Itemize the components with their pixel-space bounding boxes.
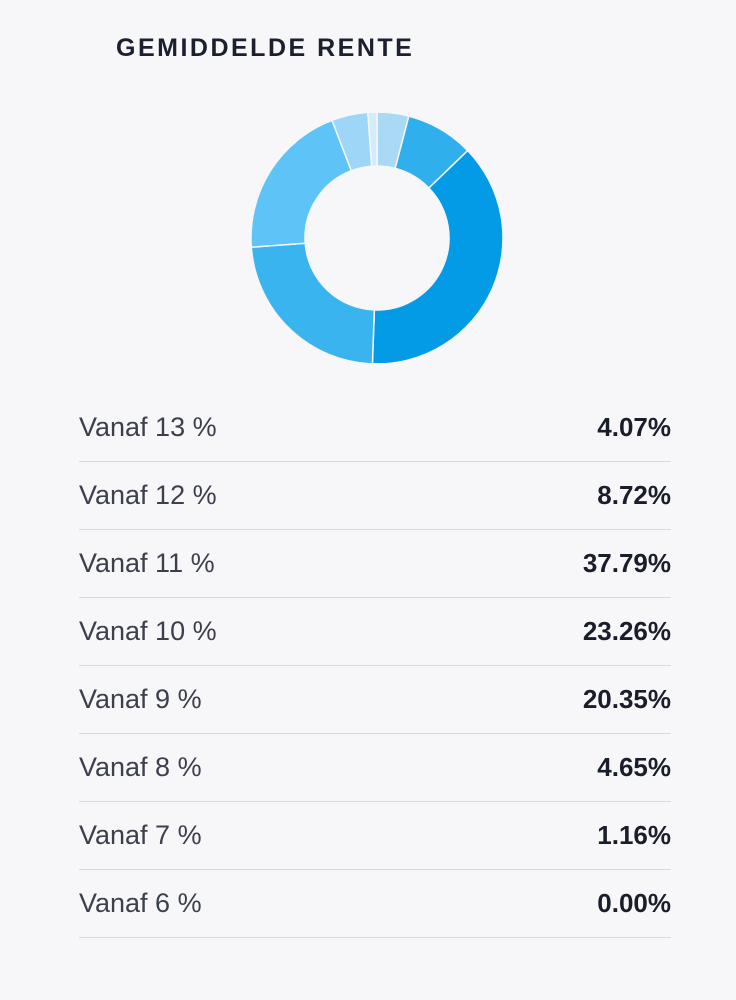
row-value: 23.26% xyxy=(582,616,671,646)
table-row: Vanaf 6 % 0.00% xyxy=(79,870,671,938)
row-label: Vanaf 13 % xyxy=(79,412,217,442)
donut-slice-4 xyxy=(250,242,376,363)
row-label: Vanaf 6 % xyxy=(79,888,202,918)
table-row: Vanaf 10 % 23.26% xyxy=(79,598,671,666)
table-row: Vanaf 7 % 1.16% xyxy=(79,802,671,870)
donut-slice-5 xyxy=(250,119,353,248)
donut-svg xyxy=(250,113,504,363)
row-label: Vanaf 11 % xyxy=(79,548,215,578)
row-label: Vanaf 12 % xyxy=(79,480,217,510)
donut-slice-3 xyxy=(371,149,504,363)
donut-slice-7 xyxy=(367,113,378,167)
page-title: GEMIDDELDE RENTE xyxy=(116,34,415,62)
table-row: Vanaf 9 % 20.35% xyxy=(79,666,671,734)
row-value: 8.72% xyxy=(597,480,671,510)
row-label: Vanaf 9 % xyxy=(79,684,202,714)
row-value: 4.65% xyxy=(597,752,671,782)
row-value: 4.07% xyxy=(597,412,671,442)
table-row: Vanaf 11 % 37.79% xyxy=(79,530,671,598)
table-row: Vanaf 13 % 4.07% xyxy=(79,394,671,462)
row-value: 20.35% xyxy=(582,684,671,714)
row-value: 1.16% xyxy=(597,820,671,850)
row-value: 37.79% xyxy=(582,548,671,578)
rate-table: Vanaf 13 % 4.07% Vanaf 12 % 8.72% Vanaf 11 %… xyxy=(79,394,671,938)
row-label: Vanaf 8 % xyxy=(79,752,202,782)
row-value: 0.00% xyxy=(597,888,671,918)
row-label: Vanaf 10 % xyxy=(79,616,217,646)
donut-chart xyxy=(244,113,510,363)
row-label: Vanaf 7 % xyxy=(79,820,202,850)
table-row: Vanaf 12 % 8.72% xyxy=(79,462,671,530)
table-row: Vanaf 8 % 4.65% xyxy=(79,734,671,802)
